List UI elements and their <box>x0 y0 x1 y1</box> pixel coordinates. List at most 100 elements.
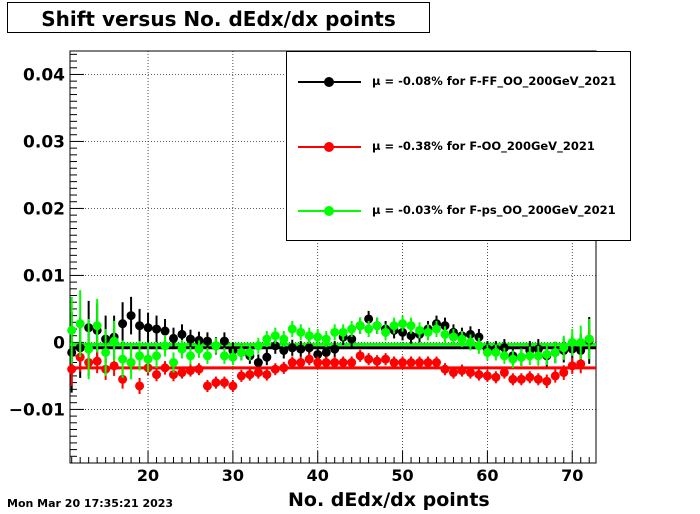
data-point <box>355 321 365 331</box>
data-point <box>92 321 102 331</box>
data-point <box>321 334 331 344</box>
data-point <box>457 366 467 376</box>
data-point <box>245 370 255 380</box>
y-tick-label: 0.01 <box>23 266 65 286</box>
data-point <box>330 327 340 337</box>
data-point <box>211 341 221 351</box>
data-point <box>508 374 518 384</box>
data-point <box>270 341 280 351</box>
data-point <box>160 363 170 373</box>
data-point <box>406 358 416 368</box>
data-point <box>270 331 280 341</box>
data-point <box>567 361 577 371</box>
legend-label-oo: μ = -0.38% for F-OO_200GeV_2021 <box>372 139 595 153</box>
data-point <box>177 329 187 339</box>
data-point <box>118 354 128 364</box>
x-tick-label: 60 <box>476 466 498 485</box>
data-point <box>355 351 365 361</box>
data-point <box>253 368 263 378</box>
data-point <box>491 372 501 382</box>
x-tick-label: 30 <box>222 466 244 485</box>
data-point <box>550 371 560 381</box>
x-axis-label: No. dEdx/dx points <box>288 489 490 511</box>
legend-swatch-marker <box>324 77 334 87</box>
data-point <box>169 370 179 380</box>
data-point <box>118 319 128 329</box>
data-point <box>169 358 179 368</box>
data-point <box>236 371 246 381</box>
data-point <box>143 354 153 364</box>
data-point <box>160 326 170 336</box>
data-point <box>160 341 170 351</box>
data-point <box>202 351 212 361</box>
data-point <box>398 358 408 368</box>
data-point <box>304 331 314 341</box>
data-point <box>482 347 492 357</box>
data-point <box>338 358 348 368</box>
data-point <box>321 347 331 357</box>
data-point <box>474 332 484 342</box>
data-point <box>542 349 552 359</box>
data-point <box>313 358 323 368</box>
data-point <box>270 364 280 374</box>
data-point <box>440 329 450 339</box>
data-point <box>567 337 577 347</box>
data-point <box>415 325 425 335</box>
data-point <box>228 352 238 362</box>
data-point <box>126 311 136 321</box>
data-point <box>109 361 119 371</box>
data-point <box>550 347 560 357</box>
data-point <box>304 354 314 364</box>
y-tick-label: −0.01 <box>9 400 65 420</box>
data-point <box>135 381 145 391</box>
data-point <box>279 334 289 344</box>
data-point <box>101 347 111 357</box>
legend-label-ps: μ = -0.03% for F-ps_OO_200GeV_2021 <box>372 203 616 217</box>
timestamp: Mon Mar 20 17:35:21 2023 <box>7 497 174 510</box>
data-point <box>152 370 162 380</box>
data-point <box>499 351 509 361</box>
data-point <box>372 356 382 366</box>
legend-entry-oo: μ = -0.38% for F-OO_200GeV_2021 <box>287 137 630 157</box>
data-point <box>287 343 297 353</box>
data-point <box>576 337 586 347</box>
data-point <box>219 351 229 361</box>
data-point <box>482 371 492 381</box>
data-point <box>219 378 229 388</box>
data-point <box>372 321 382 331</box>
y-tick-label: 0 <box>53 333 65 353</box>
data-point <box>440 364 450 374</box>
y-tick-label: 0.03 <box>23 132 65 152</box>
legend-entry-ps: μ = -0.03% for F-ps_OO_200GeV_2021 <box>287 201 630 221</box>
data-point <box>67 364 77 374</box>
data-point <box>202 381 212 391</box>
data-point <box>347 324 357 334</box>
y-tick-label: 0.02 <box>23 199 65 219</box>
data-point <box>84 344 94 354</box>
data-point <box>432 324 442 334</box>
data-point <box>202 336 212 346</box>
data-point <box>448 332 458 342</box>
data-point <box>211 378 221 388</box>
data-point <box>126 358 136 368</box>
data-points <box>67 290 594 394</box>
data-point <box>287 358 297 368</box>
data-point <box>525 372 535 382</box>
data-point <box>67 325 77 335</box>
data-point <box>448 368 458 378</box>
data-point <box>465 337 475 347</box>
data-point <box>415 358 425 368</box>
legend-label-ff: μ = -0.08% for F-FF_OO_200GeV_2021 <box>372 74 617 88</box>
y-tick-label: 0.04 <box>23 65 65 85</box>
data-point <box>406 321 416 331</box>
data-point <box>185 334 195 344</box>
data-point <box>143 323 153 333</box>
data-point <box>279 345 289 355</box>
data-point <box>245 347 255 357</box>
data-point <box>152 351 162 361</box>
data-point <box>194 364 204 374</box>
data-point <box>364 314 374 324</box>
legend-swatch-marker <box>324 142 334 152</box>
data-point <box>559 343 569 353</box>
data-point <box>253 341 263 351</box>
